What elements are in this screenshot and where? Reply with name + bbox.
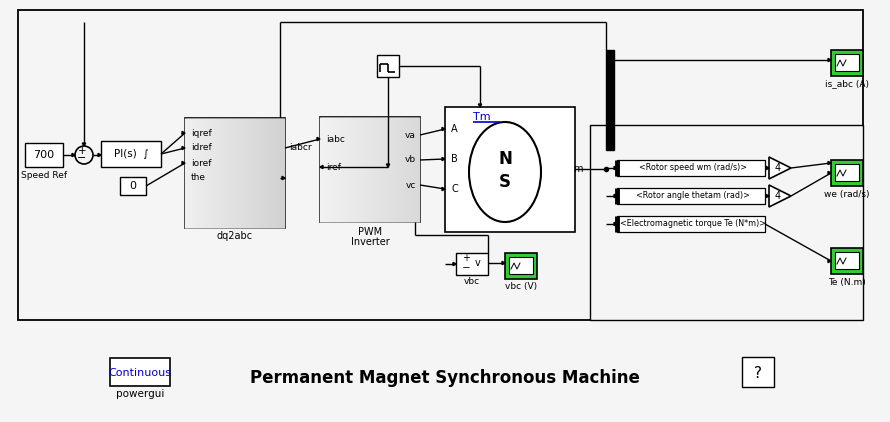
Bar [606,50,614,150]
Polygon shape [282,176,285,180]
Text: +: + [77,146,86,157]
Polygon shape [320,165,323,169]
Polygon shape [828,171,831,175]
Text: −: − [462,263,471,273]
Bar [445,107,575,232]
Text: +: + [462,253,470,263]
Text: Te (N.m): Te (N.m) [828,278,866,287]
Text: 4: 4 [775,191,781,201]
Text: 0: 0 [130,181,136,191]
Text: <Rotor angle thetam (rad)>: <Rotor angle thetam (rad)> [636,192,750,200]
Text: va: va [405,130,416,140]
Text: iqref: iqref [191,129,212,138]
Text: Speed Ref: Speed Ref [21,170,67,179]
Polygon shape [614,166,617,170]
Bar [18,10,863,320]
Bar [617,216,765,232]
Bar [835,252,859,269]
Bar [617,188,765,204]
Polygon shape [766,195,769,197]
Bar [742,357,774,387]
Bar [110,358,170,386]
Text: Tm: Tm [473,112,490,122]
Bar [835,164,859,181]
Text: A: A [451,124,457,134]
Bar [831,248,863,274]
Text: PI(s)  ∫: PI(s) ∫ [114,149,149,159]
Polygon shape [182,146,185,150]
Text: vc: vc [406,181,416,189]
Text: Permanent Magnet Synchronous Machine: Permanent Magnet Synchronous Machine [250,369,640,387]
Text: vbc (V): vbc (V) [505,282,537,292]
Text: iref: iref [326,162,341,171]
Polygon shape [442,157,445,161]
Bar [320,117,420,222]
Text: ioref: ioref [191,159,212,168]
Text: <Rotor speed wm (rad/s)>: <Rotor speed wm (rad/s)> [639,163,747,173]
Bar [120,177,146,195]
Text: −: − [77,154,86,163]
Polygon shape [98,153,101,157]
Bar [377,55,399,77]
Polygon shape [614,222,617,226]
Polygon shape [72,153,75,157]
Text: <Electromagnetic torque Te (N*m)>: <Electromagnetic torque Te (N*m)> [620,219,766,228]
Polygon shape [453,262,456,266]
Text: idref: idref [191,143,212,152]
Text: the: the [191,173,206,182]
Polygon shape [478,104,481,107]
Polygon shape [769,157,791,179]
Bar [185,118,285,228]
Bar [101,141,161,167]
Bar [831,50,863,76]
Text: vbc: vbc [464,276,480,286]
Text: powergui: powergui [116,389,164,399]
Text: ?: ? [754,365,762,381]
Polygon shape [386,164,390,167]
Polygon shape [442,127,445,131]
Polygon shape [769,185,791,207]
Text: Continuous: Continuous [109,368,172,378]
Bar [456,253,488,275]
Text: Inverter: Inverter [351,237,390,247]
Text: 4: 4 [775,163,781,173]
Text: iabcr: iabcr [289,143,312,152]
Polygon shape [442,187,445,191]
Text: PWM: PWM [358,227,382,237]
Polygon shape [502,261,505,265]
Polygon shape [182,161,185,165]
Text: is_abc (A): is_abc (A) [825,79,869,89]
Text: S: S [499,173,511,191]
Bar [831,160,863,186]
Bar [25,143,63,167]
Polygon shape [828,161,831,165]
Polygon shape [766,166,769,170]
Bar [509,257,533,274]
Text: iabc: iabc [326,135,345,143]
Polygon shape [182,131,185,135]
Polygon shape [828,58,831,62]
Bar [505,253,537,279]
Text: dq2abc: dq2abc [217,231,253,241]
Bar [590,125,863,320]
Polygon shape [83,143,85,146]
Text: C: C [451,184,457,194]
Bar [617,160,765,176]
Text: N: N [498,150,512,168]
Text: v: v [475,258,481,268]
Polygon shape [317,137,320,141]
Bar [835,54,859,71]
Text: 700: 700 [34,150,54,160]
Text: m: m [573,164,582,174]
Text: vb: vb [405,155,416,165]
Polygon shape [828,260,831,262]
Text: B: B [451,154,457,164]
Polygon shape [614,195,617,197]
Text: we (rad/s): we (rad/s) [824,189,870,198]
